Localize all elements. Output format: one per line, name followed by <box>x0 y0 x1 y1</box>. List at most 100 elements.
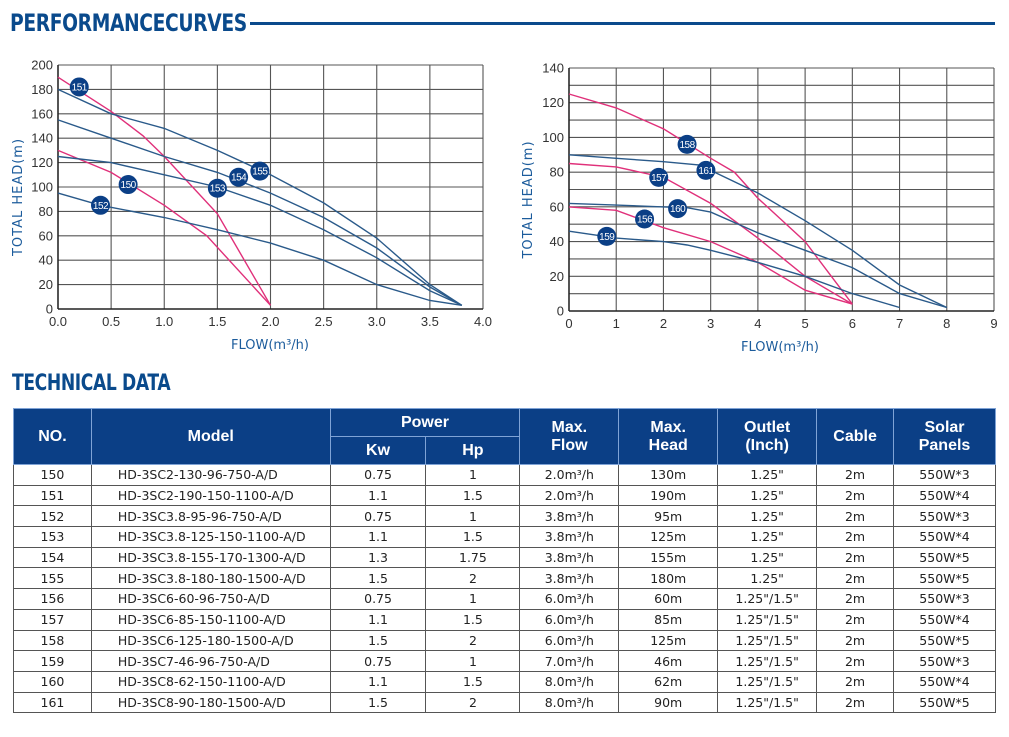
y-tick-label: 200 <box>31 58 53 73</box>
cell-hp: 2 <box>425 629 521 652</box>
cell-model: HD-3SC6-60-96-750-A/D <box>90 588 331 610</box>
series-badge-154 <box>229 167 249 187</box>
cell-hp: 1 <box>425 588 521 610</box>
series-badge-label: 157 <box>651 173 667 184</box>
x-tick-label: 2 <box>660 316 667 331</box>
cell-cable: 2m <box>816 484 895 507</box>
header-kw: Kw <box>329 436 427 465</box>
cell-cable: 2m <box>816 567 895 590</box>
x-tick-label: 2.5 <box>315 314 333 329</box>
cell-flow: 2.0m³/h <box>519 484 620 507</box>
y-axis-label: TOTAL HEAD(m) <box>11 138 26 257</box>
x-tick-label: 0 <box>565 316 572 331</box>
y-tick-label: 140 <box>31 131 53 146</box>
x-tick-label: 3.5 <box>421 314 439 329</box>
series-badge-label: 158 <box>679 140 695 151</box>
x-axis-label: FLOW(m³/h) <box>231 338 309 353</box>
cell-outlet: 1.25"/1.5" <box>717 670 818 693</box>
series-badge-158 <box>677 134 697 154</box>
cell-flow: 6.0m³/h <box>519 629 620 652</box>
cell-head: 60m <box>618 588 719 610</box>
cell-flow: 8.0m³/h <box>519 670 620 693</box>
cell-hp: 2 <box>425 691 521 714</box>
cell-kw: 1.1 <box>329 608 427 631</box>
x-tick-label: 4 <box>754 316 761 331</box>
header-power: Power <box>329 408 521 437</box>
cell-outlet: 1.25" <box>717 464 818 486</box>
y-tick-label: 20 <box>550 269 564 284</box>
x-tick-label: 3.0 <box>368 314 386 329</box>
cell-no: 161 <box>13 691 92 714</box>
cell-flow: 2.0m³/h <box>519 464 620 486</box>
y-tick-label: 40 <box>550 234 564 249</box>
technical-data-title: TECHNICAL DATA <box>12 371 171 396</box>
cell-cable: 2m <box>816 546 895 569</box>
performance-curves-title: PERFORMANCECURVES <box>10 9 247 37</box>
x-axis-label: FLOW(m³/h) <box>741 340 819 355</box>
header-solar-panels: Solar Panels <box>893 408 996 465</box>
x-tick-label: 1.5 <box>208 314 226 329</box>
cell-head: 85m <box>618 608 719 631</box>
cell-kw: 1.1 <box>329 526 427 548</box>
x-tick-label: 4.0 <box>474 314 492 329</box>
series-badge-161 <box>696 160 716 180</box>
cell-kw: 1.1 <box>329 484 427 507</box>
cell-solar: 550W*5 <box>893 567 996 590</box>
cell-cable: 2m <box>816 588 895 610</box>
technical-data-table: NO. Model Power Max. Flow Max. Head Outlet… <box>13 408 996 714</box>
cell-model: HD-3SC8-62-150-1100-A/D <box>90 670 331 693</box>
series-badge-157 <box>649 167 669 187</box>
cell-solar: 550W*4 <box>893 670 996 693</box>
series-badge-155 <box>250 161 270 181</box>
cell-hp: 1.75 <box>425 546 521 569</box>
x-tick-label: 1 <box>613 316 620 331</box>
series-line-153 <box>57 155 463 306</box>
series-badge-151 <box>69 77 89 97</box>
performance-chart-right: 0 20 40 60 80 100 120 140 0 1 2 3 4 5 6 7 8 9 FLOW(m³/h) TO… <box>521 61 998 356</box>
header-no: NO. <box>13 408 92 465</box>
cell-head: 190m <box>618 484 719 507</box>
x-tick-label: 5 <box>801 316 808 331</box>
x-tick-label: 3 <box>707 316 714 331</box>
table-row: 159 HD-3SC7-46-96-750-A/D 0.75 1 7.0m³/h 46m 1… <box>13 650 996 672</box>
x-tick-label: 0.5 <box>102 314 120 329</box>
y-tick-label: 140 <box>542 61 564 76</box>
x-tick-label: 1.0 <box>155 314 173 329</box>
cell-hp: 1 <box>425 464 521 486</box>
cell-hp: 1 <box>425 505 521 528</box>
cell-cable: 2m <box>816 464 895 486</box>
series-badge-150 <box>118 175 138 195</box>
cell-flow: 3.8m³/h <box>519 526 620 548</box>
series-line-154 <box>57 119 463 306</box>
cell-solar: 550W*3 <box>893 588 996 610</box>
cell-solar: 550W*5 <box>893 691 996 714</box>
cell-model: HD-3SC2-130-96-750-A/D <box>90 464 331 486</box>
table-row: 150 HD-3SC2-130-96-750-A/D 0.75 1 2.0m³/h 130… <box>13 464 996 486</box>
y-tick-label: 120 <box>542 95 564 110</box>
table-row: 156 HD-3SC6-60-96-750-A/D 0.75 1 6.0m³/h 60m 1… <box>13 588 996 610</box>
cell-solar: 550W*4 <box>893 484 996 507</box>
y-tick-label: 160 <box>31 106 53 121</box>
cell-hp: 1 <box>425 650 521 672</box>
cell-no: 155 <box>13 567 92 590</box>
cell-hp: 1.5 <box>425 484 521 507</box>
series-line-151 <box>57 76 272 306</box>
cell-model: HD-3SC8-90-180-1500-A/D <box>90 691 331 714</box>
cell-hp: 1.5 <box>425 670 521 693</box>
y-tick-label: 100 <box>31 180 53 195</box>
series-line-152 <box>57 192 462 306</box>
cell-outlet: 1.25" <box>717 505 818 528</box>
series-badge-159 <box>597 226 617 246</box>
series-line-150 <box>57 149 272 306</box>
cell-model: HD-3SC3.8-155-170-1300-A/D <box>90 546 331 569</box>
cell-head: 95m <box>618 505 719 528</box>
cell-no: 160 <box>13 670 92 693</box>
cell-flow: 3.8m³/h <box>519 546 620 569</box>
cell-flow: 6.0m³/h <box>519 608 620 631</box>
cell-cable: 2m <box>816 670 895 693</box>
cell-model: HD-3SC3.8-125-150-1100-A/D <box>90 526 331 548</box>
x-tick-label: 9 <box>990 316 997 331</box>
series-badge-label: 152 <box>93 201 109 212</box>
cell-kw: 1.5 <box>329 629 427 652</box>
cell-no: 153 <box>13 526 92 548</box>
